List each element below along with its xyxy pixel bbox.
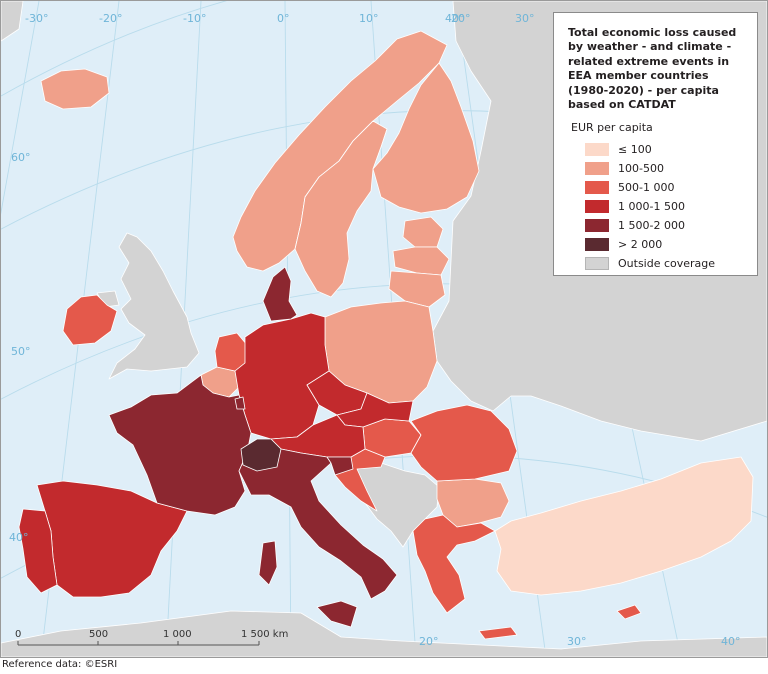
lon-label-top-2: -20° [99, 12, 122, 25]
lon-label-top-7: 30° [515, 12, 535, 25]
country-italy [238, 448, 398, 600]
lat-label-3: 40° [9, 531, 29, 544]
lon-label-bottom-1: 20° [419, 635, 439, 648]
country-bulgaria [436, 478, 510, 528]
country-cyprus [616, 604, 642, 620]
country-romania [410, 404, 518, 482]
country-turkey [494, 456, 754, 596]
legend-swatch [585, 181, 609, 195]
legend-swatch [585, 162, 609, 176]
graticule-labels: -30° -20° -10° 0° 10° 20° 30° 40° 60° 50… [9, 12, 741, 648]
legend-label: 1 000-1 500 [618, 200, 685, 214]
map-title: Total economic loss caused by weather - … [568, 26, 737, 112]
legend-swatch [585, 200, 609, 214]
lat-label-1: 60° [11, 151, 31, 164]
internal-borders [294, 120, 388, 250]
country-lithuania [388, 270, 446, 308]
legend-item: 1 000-1 500 [585, 197, 747, 216]
country-greece-crete [478, 626, 518, 640]
scale-tick-0: 0 [15, 629, 21, 640]
country-iceland [40, 68, 110, 110]
country-switzerland [240, 438, 282, 472]
legend-swatch [585, 219, 609, 233]
lon-label-bottom-3: 40° [721, 635, 741, 648]
scale-tick-1500: 1 500 km [241, 629, 288, 640]
legend-item: 500-1 000 [585, 178, 747, 197]
lon-label-top-6: 20° [451, 12, 471, 25]
country-latvia [392, 246, 450, 276]
country-germany [234, 312, 330, 440]
country-portugal [18, 508, 58, 594]
country-greece [412, 514, 496, 614]
legend-label: 500-1 000 [618, 181, 675, 195]
greenland-land [1, 1, 24, 42]
map-legend: Total economic loss caused by weather - … [553, 12, 758, 276]
legend-swatch [585, 143, 609, 157]
uk-land [108, 232, 200, 380]
legend-item: 1 500-2 000 [585, 216, 747, 235]
country-denmark [262, 266, 298, 322]
legend-label: ≤ 100 [618, 143, 652, 157]
country-finland [372, 62, 480, 214]
lon-label-top-3: -10° [183, 12, 206, 25]
legend-label: > 2 000 [618, 238, 663, 252]
scale-tick-500: 500 [89, 629, 108, 640]
lat-label-2: 50° [11, 345, 31, 358]
lon-label-top-8: 40° [445, 12, 465, 25]
legend-swatch [585, 238, 609, 252]
eea-countries [18, 30, 754, 640]
lon-label-top-5: 10° [359, 12, 379, 25]
legend-swatch [585, 257, 609, 271]
legend-item: Outside coverage [585, 254, 747, 273]
legend-item: 100-500 [585, 159, 747, 178]
legend-subtitle: EUR per capita [571, 121, 653, 135]
legend-item: > 2 000 [585, 235, 747, 254]
legend-item: ≤ 100 [585, 140, 747, 159]
country-ireland [62, 294, 118, 346]
legend-label: 100-500 [618, 162, 664, 176]
lon-label-top-1: -30° [25, 12, 48, 25]
lon-label-bottom-2: 30° [567, 635, 587, 648]
country-france [108, 374, 252, 516]
country-italy-sardinia [258, 540, 278, 586]
scale-tick-1000: 1 000 [163, 629, 192, 640]
legend-label: Outside coverage [618, 257, 716, 271]
country-italy-sicily [316, 600, 358, 628]
legend-label: 1 500-2 000 [618, 219, 685, 233]
country-luxembourg [234, 396, 246, 410]
map-frame: -30° -20° -10° 0° 10° 20° 30° 40° 60° 50… [0, 0, 768, 658]
reference-note: Reference data: ©ESRI [2, 659, 118, 670]
scale-bar: 0 500 1 000 1 500 km [15, 629, 288, 646]
country-slovenia [326, 456, 354, 476]
lon-label-top-4: 0° [277, 12, 290, 25]
